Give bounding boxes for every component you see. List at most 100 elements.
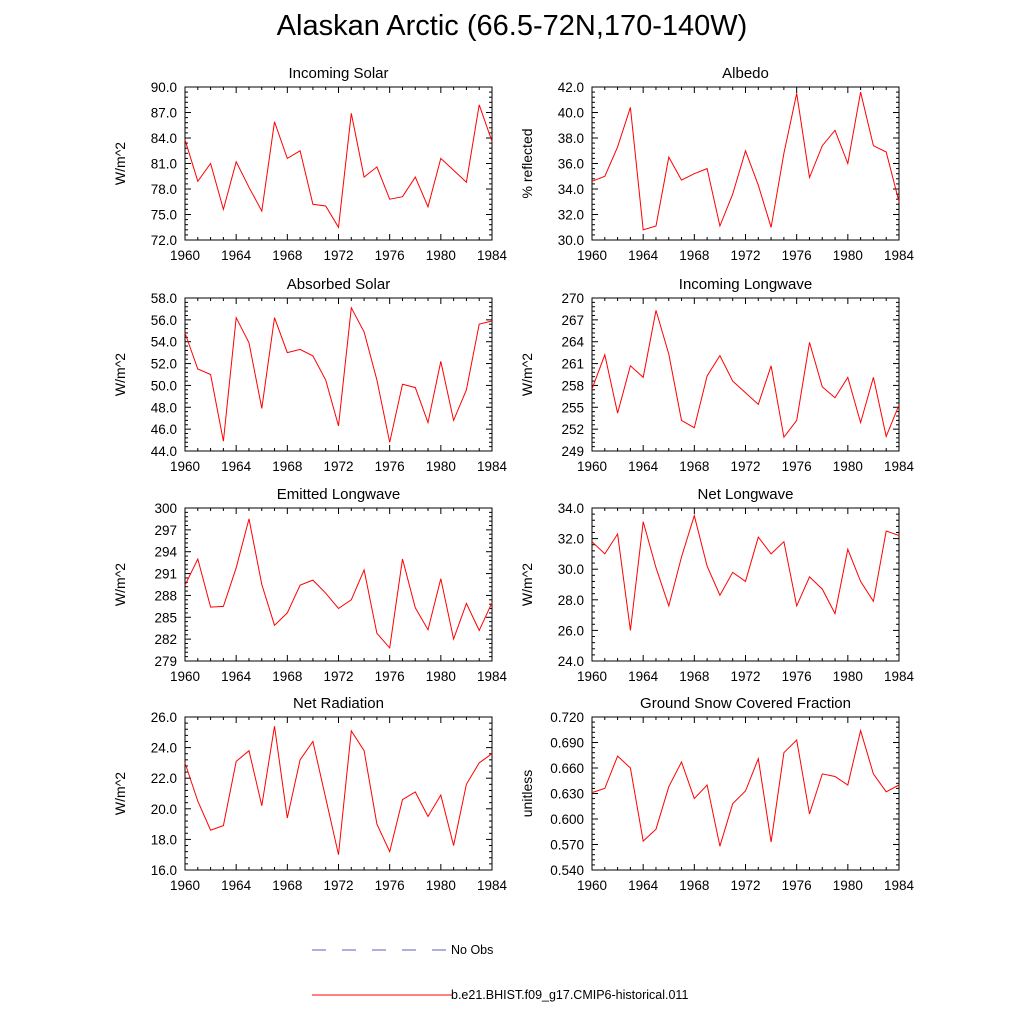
y-tick-label: 22.0 — [151, 771, 177, 786]
y-tick-label: 32.0 — [558, 208, 584, 223]
y-tick-label: 24.0 — [558, 654, 584, 669]
y-tick-label: 26.0 — [151, 710, 177, 725]
legend: No Obs b.e21.BHIST.f09_g17.CMIP6-histori… — [312, 943, 688, 1002]
y-tick-label: 294 — [154, 545, 177, 560]
y-tick-label: 0.600 — [550, 812, 584, 827]
x-tick-label: 1968 — [272, 669, 302, 684]
panel-title: Net Radiation — [293, 695, 384, 712]
y-tick-label: 24.0 — [151, 741, 177, 756]
panel-title: Incoming Solar — [288, 65, 388, 82]
x-tick-label: 1968 — [272, 878, 302, 893]
x-tick-label: 1960 — [170, 878, 200, 893]
x-tick-label: 1972 — [323, 878, 353, 893]
x-tick-label: 1984 — [477, 459, 508, 474]
x-tick-label: 1976 — [782, 878, 812, 893]
y-tick-label: 18.0 — [151, 832, 177, 847]
panel-net-longwave: Net Longwave W/m^2 1960 1964 1968 1972 1976 198… — [519, 486, 915, 684]
x-tick-label: 1964 — [628, 669, 659, 684]
series-line — [184, 518, 493, 650]
x-tick-label: 1964 — [628, 459, 659, 474]
y-tick-label: 26.0 — [558, 623, 584, 638]
x-tick-label: 1980 — [833, 878, 863, 893]
x-tick-label: 1972 — [323, 248, 353, 263]
y-tick-label: 58.0 — [151, 291, 177, 306]
x-tick-label: 1976 — [782, 669, 812, 684]
plot-frame — [591, 297, 900, 452]
y-tick-label: 0.630 — [550, 787, 584, 802]
panel-incoming-solar: Incoming Solar W/m^2 1960 1964 1968 1972 1976 1… — [112, 65, 508, 263]
y-tick-label: 249 — [561, 444, 584, 459]
x-tick-label: 1960 — [577, 459, 607, 474]
y-tick-label: 42.0 — [558, 80, 584, 95]
x-tick-label: 1960 — [170, 669, 200, 684]
panel-albedo: Albedo % reflected 1960 1964 1968 1972 1976 198… — [519, 65, 915, 263]
x-tick-label: 1984 — [884, 878, 915, 893]
x-tick-label: 1976 — [375, 669, 405, 684]
x-tick-label: 1980 — [833, 669, 863, 684]
y-axis-label: W/m^2 — [112, 563, 128, 606]
y-tick-label: 48.0 — [151, 400, 177, 415]
legend-label-no-obs: No Obs — [451, 943, 493, 957]
x-tick-label: 1984 — [477, 669, 508, 684]
x-tick-label: 1972 — [730, 248, 760, 263]
y-tick-label: 0.690 — [550, 736, 584, 751]
y-tick-label: 285 — [154, 610, 177, 625]
x-tick-label: 1964 — [628, 248, 659, 263]
y-tick-label: 252 — [561, 422, 584, 437]
x-tick-label: 1960 — [577, 878, 607, 893]
x-tick-label: 1972 — [730, 669, 760, 684]
panel-title: Emitted Longwave — [277, 486, 400, 503]
y-tick-label: 40.0 — [558, 106, 584, 121]
y-tick-label: 291 — [154, 567, 177, 582]
x-tick-label: 1980 — [426, 459, 456, 474]
x-tick-label: 1984 — [884, 248, 915, 263]
y-axis-label: W/m^2 — [519, 563, 535, 606]
y-tick-label: 34.0 — [558, 501, 584, 516]
x-tick-label: 1976 — [782, 248, 812, 263]
series-line — [184, 104, 493, 229]
y-tick-label: 32.0 — [558, 532, 584, 547]
y-tick-label: 30.0 — [558, 233, 584, 248]
y-tick-label: 20.0 — [151, 802, 177, 817]
x-tick-label: 1976 — [375, 459, 405, 474]
y-tick-label: 0.540 — [550, 863, 584, 878]
y-tick-label: 78.0 — [151, 182, 177, 197]
panel-title: Absorbed Solar — [287, 276, 390, 293]
y-tick-label: 36.0 — [558, 157, 584, 172]
panel-title: Albedo — [722, 65, 769, 82]
x-tick-label: 1980 — [833, 459, 863, 474]
y-tick-label: 288 — [154, 588, 177, 603]
x-tick-label: 1976 — [375, 248, 405, 263]
x-tick-label: 1972 — [323, 669, 353, 684]
y-tick-label: 56.0 — [151, 313, 177, 328]
x-tick-label: 1960 — [170, 459, 200, 474]
y-tick-label: 75.0 — [151, 208, 177, 223]
y-tick-label: 54.0 — [151, 335, 177, 350]
series-line — [591, 91, 900, 231]
y-axis-label: W/m^2 — [519, 353, 535, 396]
figure-title: Alaskan Arctic (66.5-72N,170-140W) — [276, 10, 748, 42]
legend-label-model: b.e21.BHIST.f09_g17.CMIP6-historical.011 — [451, 988, 688, 1002]
panel-net-radiation: Net Radiation W/m^2 1960 1964 1968 1972 1976 19… — [112, 695, 508, 893]
x-tick-label: 1964 — [628, 878, 659, 893]
x-tick-label: 1964 — [221, 459, 252, 474]
x-tick-label: 1980 — [833, 248, 863, 263]
x-tick-label: 1976 — [375, 878, 405, 893]
y-tick-label: 50.0 — [151, 378, 177, 393]
x-tick-label: 1968 — [679, 248, 709, 263]
y-tick-label: 0.660 — [550, 761, 584, 776]
y-tick-label: 0.720 — [550, 710, 584, 725]
y-tick-label: 300 — [154, 501, 177, 516]
x-tick-label: 1960 — [577, 248, 607, 263]
x-tick-label: 1980 — [426, 669, 456, 684]
plot-frame — [591, 507, 900, 662]
y-tick-label: 87.0 — [151, 106, 177, 121]
y-tick-label: 267 — [561, 313, 584, 328]
x-tick-label: 1964 — [221, 878, 252, 893]
y-tick-label: 258 — [561, 378, 584, 393]
x-tick-label: 1968 — [272, 459, 302, 474]
y-tick-label: 84.0 — [151, 131, 177, 146]
y-tick-label: 270 — [561, 291, 584, 306]
y-tick-label: 264 — [561, 335, 584, 350]
